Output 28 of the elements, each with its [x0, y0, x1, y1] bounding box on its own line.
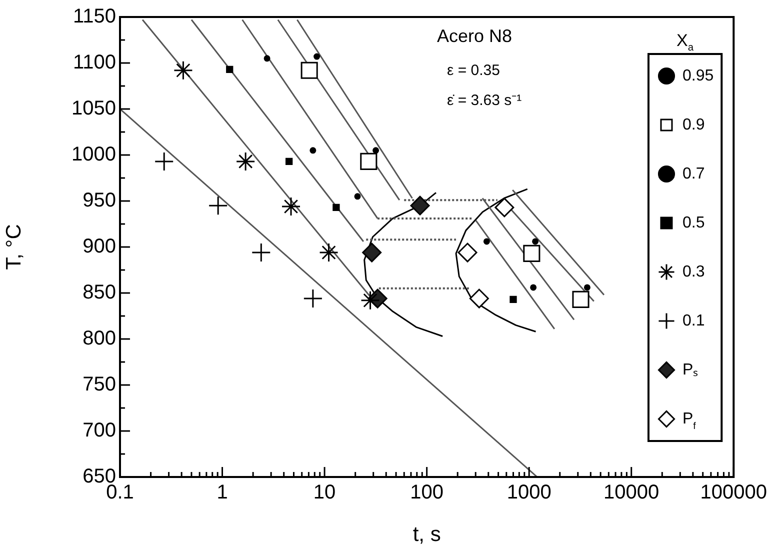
y-tick-label: 900	[82, 236, 116, 258]
legend-label: 0.95	[682, 67, 714, 84]
y-tick-label: 1100	[72, 52, 116, 74]
legend-label: 0.1	[682, 312, 705, 330]
x-tick-label: 1	[216, 482, 228, 504]
annotation: ε̇ = 3.63 s⁻¹	[447, 92, 522, 109]
y-tick-label: 950	[82, 190, 116, 212]
x-tick-label: 100	[410, 482, 444, 504]
annotation: ε = 0.35	[447, 62, 500, 79]
legend-label: 0.7	[682, 165, 705, 182]
legend-label: 0.5	[682, 214, 705, 232]
y-tick-label: 700	[82, 420, 116, 442]
y-tick-label: 750	[82, 374, 116, 396]
x-tick-label: 100000	[700, 482, 768, 504]
legend-label: Pₛ	[682, 361, 698, 378]
y-tick-label: 850	[82, 282, 116, 304]
x-tick-label: 1000	[506, 482, 552, 504]
y-tick-label: 1050	[72, 98, 116, 120]
x-tick-label: 10000	[604, 482, 660, 504]
y-axis-title: T, °C	[2, 224, 26, 270]
legend-label: 0.3	[682, 263, 705, 280]
annotation: Acero N8	[437, 26, 512, 46]
y-tick-label: 800	[82, 328, 116, 350]
y-tick-label: 1150	[72, 6, 116, 28]
y-tick-label: 1000	[72, 144, 116, 166]
x-tick-label: 10	[313, 482, 336, 504]
legend-label: 0.9	[682, 116, 705, 134]
x-axis-title: t, s	[412, 523, 441, 546]
